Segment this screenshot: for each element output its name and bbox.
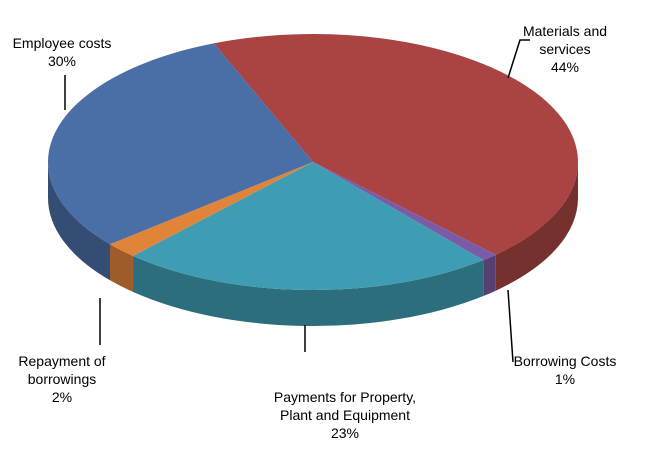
slice-label: Borrowing Costs 1% <box>510 352 620 388</box>
slice-side <box>132 255 484 326</box>
slice-label: Repayment of borrowings 2% <box>7 352 117 406</box>
slice <box>313 162 496 261</box>
category-label: Employee costs <box>12 35 112 51</box>
value-label: 2% <box>51 389 73 405</box>
slice-side <box>495 162 578 291</box>
category-label: Repayment of borrowings <box>18 353 106 387</box>
slice <box>132 162 484 290</box>
value-label: 23% <box>330 425 360 441</box>
slice <box>47 43 314 245</box>
value-label: 1% <box>554 371 576 387</box>
slice-side <box>48 162 110 281</box>
slice-side <box>483 254 496 297</box>
category-label: Materials and services <box>522 23 608 57</box>
leader-line <box>507 289 514 363</box>
value-label: 30% <box>47 53 77 69</box>
slice <box>213 34 578 255</box>
slice-label: Employee costs 30% <box>0 34 127 70</box>
category-label: Payments for Property, Plant and Equipme… <box>273 389 417 423</box>
slice-label: Materials and services 44% <box>505 22 625 76</box>
category-label: Borrowing Costs <box>513 353 617 369</box>
leader-line <box>507 39 530 79</box>
slice-side <box>109 244 133 292</box>
slice-label: Payments for Property, Plant and Equipme… <box>270 388 420 442</box>
value-label: 44% <box>550 59 580 75</box>
slice <box>109 162 313 256</box>
